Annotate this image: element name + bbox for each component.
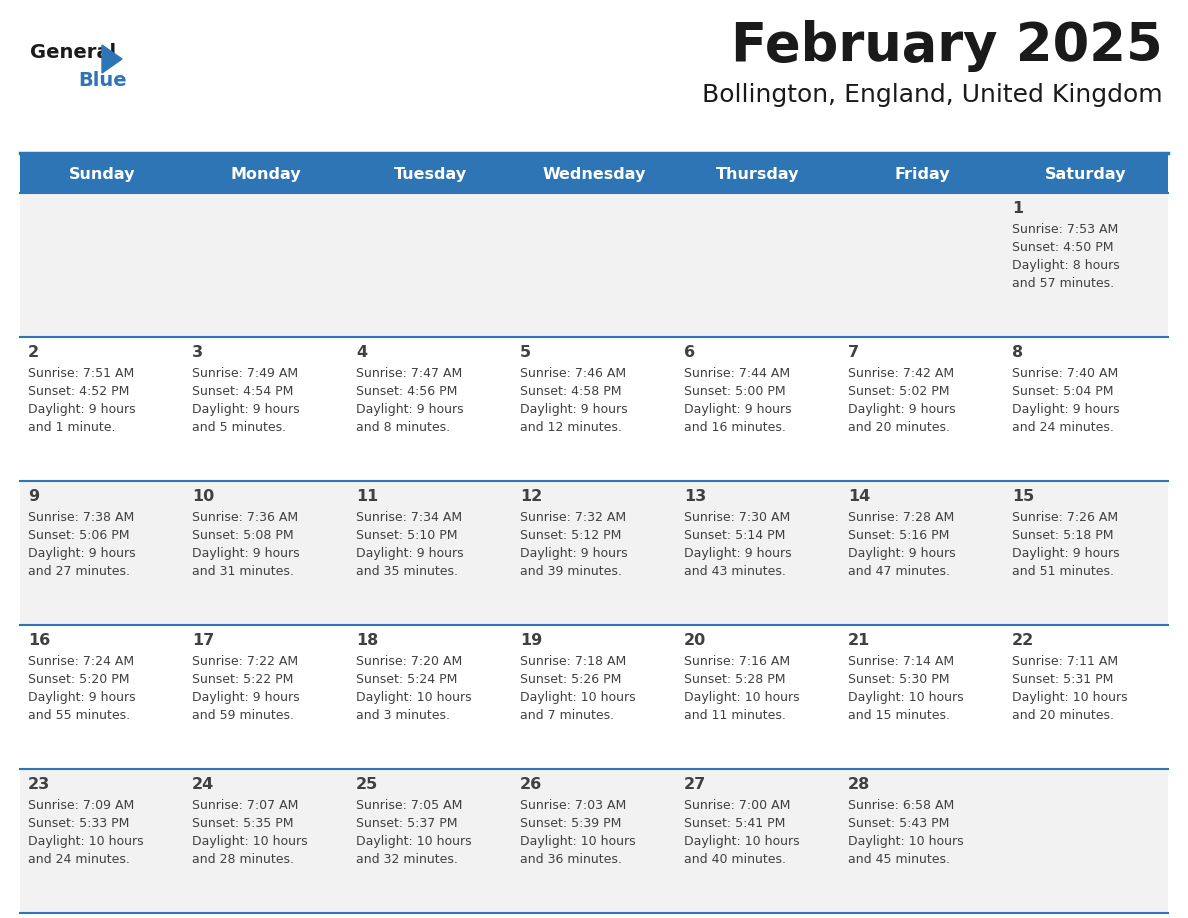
Text: 2: 2 xyxy=(29,345,39,360)
Text: 18: 18 xyxy=(356,633,378,648)
Text: Sunrise: 7:36 AM
Sunset: 5:08 PM
Daylight: 9 hours
and 31 minutes.: Sunrise: 7:36 AM Sunset: 5:08 PM Dayligh… xyxy=(192,511,299,578)
Text: 1: 1 xyxy=(1012,201,1023,216)
Text: Sunrise: 7:16 AM
Sunset: 5:28 PM
Daylight: 10 hours
and 11 minutes.: Sunrise: 7:16 AM Sunset: 5:28 PM Dayligh… xyxy=(684,655,800,722)
Text: 21: 21 xyxy=(848,633,871,648)
Text: 16: 16 xyxy=(29,633,50,648)
Text: February 2025: February 2025 xyxy=(732,20,1163,72)
Text: Sunrise: 7:24 AM
Sunset: 5:20 PM
Daylight: 9 hours
and 55 minutes.: Sunrise: 7:24 AM Sunset: 5:20 PM Dayligh… xyxy=(29,655,135,722)
Text: 13: 13 xyxy=(684,489,706,504)
Text: Sunrise: 7:38 AM
Sunset: 5:06 PM
Daylight: 9 hours
and 27 minutes.: Sunrise: 7:38 AM Sunset: 5:06 PM Dayligh… xyxy=(29,511,135,578)
Text: 17: 17 xyxy=(192,633,214,648)
Text: 3: 3 xyxy=(192,345,203,360)
Bar xyxy=(20,337,1168,481)
Text: Sunrise: 7:44 AM
Sunset: 5:00 PM
Daylight: 9 hours
and 16 minutes.: Sunrise: 7:44 AM Sunset: 5:00 PM Dayligh… xyxy=(684,367,791,434)
Text: Wednesday: Wednesday xyxy=(542,166,646,182)
Bar xyxy=(20,193,1168,337)
Text: Sunrise: 7:49 AM
Sunset: 4:54 PM
Daylight: 9 hours
and 5 minutes.: Sunrise: 7:49 AM Sunset: 4:54 PM Dayligh… xyxy=(192,367,299,434)
Text: 4: 4 xyxy=(356,345,367,360)
Text: Sunrise: 7:46 AM
Sunset: 4:58 PM
Daylight: 9 hours
and 12 minutes.: Sunrise: 7:46 AM Sunset: 4:58 PM Dayligh… xyxy=(520,367,627,434)
Text: Sunrise: 7:05 AM
Sunset: 5:37 PM
Daylight: 10 hours
and 32 minutes.: Sunrise: 7:05 AM Sunset: 5:37 PM Dayligh… xyxy=(356,799,472,866)
Text: Sunrise: 7:11 AM
Sunset: 5:31 PM
Daylight: 10 hours
and 20 minutes.: Sunrise: 7:11 AM Sunset: 5:31 PM Dayligh… xyxy=(1012,655,1127,722)
Text: Sunrise: 7:42 AM
Sunset: 5:02 PM
Daylight: 9 hours
and 20 minutes.: Sunrise: 7:42 AM Sunset: 5:02 PM Dayligh… xyxy=(848,367,955,434)
Text: Sunrise: 7:34 AM
Sunset: 5:10 PM
Daylight: 9 hours
and 35 minutes.: Sunrise: 7:34 AM Sunset: 5:10 PM Dayligh… xyxy=(356,511,463,578)
Text: 23: 23 xyxy=(29,777,50,792)
Text: Sunrise: 7:51 AM
Sunset: 4:52 PM
Daylight: 9 hours
and 1 minute.: Sunrise: 7:51 AM Sunset: 4:52 PM Dayligh… xyxy=(29,367,135,434)
Text: 19: 19 xyxy=(520,633,542,648)
Text: 14: 14 xyxy=(848,489,871,504)
Text: General: General xyxy=(30,43,116,62)
Text: 7: 7 xyxy=(848,345,859,360)
Bar xyxy=(20,625,1168,769)
Text: 12: 12 xyxy=(520,489,542,504)
Text: Sunrise: 7:32 AM
Sunset: 5:12 PM
Daylight: 9 hours
and 39 minutes.: Sunrise: 7:32 AM Sunset: 5:12 PM Dayligh… xyxy=(520,511,627,578)
Text: Sunrise: 7:14 AM
Sunset: 5:30 PM
Daylight: 10 hours
and 15 minutes.: Sunrise: 7:14 AM Sunset: 5:30 PM Dayligh… xyxy=(848,655,963,722)
Text: Thursday: Thursday xyxy=(716,166,800,182)
Text: 11: 11 xyxy=(356,489,378,504)
Text: Sunrise: 7:53 AM
Sunset: 4:50 PM
Daylight: 8 hours
and 57 minutes.: Sunrise: 7:53 AM Sunset: 4:50 PM Dayligh… xyxy=(1012,223,1120,290)
Text: 28: 28 xyxy=(848,777,871,792)
Text: Sunrise: 7:18 AM
Sunset: 5:26 PM
Daylight: 10 hours
and 7 minutes.: Sunrise: 7:18 AM Sunset: 5:26 PM Dayligh… xyxy=(520,655,636,722)
Text: Sunrise: 7:03 AM
Sunset: 5:39 PM
Daylight: 10 hours
and 36 minutes.: Sunrise: 7:03 AM Sunset: 5:39 PM Dayligh… xyxy=(520,799,636,866)
Text: Blue: Blue xyxy=(78,71,127,90)
Text: Monday: Monday xyxy=(230,166,302,182)
Text: 8: 8 xyxy=(1012,345,1023,360)
Text: Sunrise: 7:30 AM
Sunset: 5:14 PM
Daylight: 9 hours
and 43 minutes.: Sunrise: 7:30 AM Sunset: 5:14 PM Dayligh… xyxy=(684,511,791,578)
Text: Sunrise: 7:26 AM
Sunset: 5:18 PM
Daylight: 9 hours
and 51 minutes.: Sunrise: 7:26 AM Sunset: 5:18 PM Dayligh… xyxy=(1012,511,1119,578)
Text: Sunrise: 6:58 AM
Sunset: 5:43 PM
Daylight: 10 hours
and 45 minutes.: Sunrise: 6:58 AM Sunset: 5:43 PM Dayligh… xyxy=(848,799,963,866)
Text: 26: 26 xyxy=(520,777,542,792)
Text: 10: 10 xyxy=(192,489,214,504)
Bar xyxy=(20,155,1168,193)
Bar xyxy=(20,769,1168,913)
Text: Sunrise: 7:00 AM
Sunset: 5:41 PM
Daylight: 10 hours
and 40 minutes.: Sunrise: 7:00 AM Sunset: 5:41 PM Dayligh… xyxy=(684,799,800,866)
Text: 24: 24 xyxy=(192,777,214,792)
Text: Bollington, England, United Kingdom: Bollington, England, United Kingdom xyxy=(702,83,1163,107)
Text: Sunrise: 7:47 AM
Sunset: 4:56 PM
Daylight: 9 hours
and 8 minutes.: Sunrise: 7:47 AM Sunset: 4:56 PM Dayligh… xyxy=(356,367,463,434)
Text: Sunrise: 7:22 AM
Sunset: 5:22 PM
Daylight: 9 hours
and 59 minutes.: Sunrise: 7:22 AM Sunset: 5:22 PM Dayligh… xyxy=(192,655,299,722)
Text: 6: 6 xyxy=(684,345,695,360)
Text: Sunrise: 7:40 AM
Sunset: 5:04 PM
Daylight: 9 hours
and 24 minutes.: Sunrise: 7:40 AM Sunset: 5:04 PM Dayligh… xyxy=(1012,367,1119,434)
Text: Tuesday: Tuesday xyxy=(393,166,467,182)
Text: 20: 20 xyxy=(684,633,706,648)
Text: Sunday: Sunday xyxy=(69,166,135,182)
Text: 15: 15 xyxy=(1012,489,1035,504)
Text: 25: 25 xyxy=(356,777,378,792)
Text: Sunrise: 7:28 AM
Sunset: 5:16 PM
Daylight: 9 hours
and 47 minutes.: Sunrise: 7:28 AM Sunset: 5:16 PM Dayligh… xyxy=(848,511,955,578)
Polygon shape xyxy=(102,45,122,73)
Text: Sunrise: 7:07 AM
Sunset: 5:35 PM
Daylight: 10 hours
and 28 minutes.: Sunrise: 7:07 AM Sunset: 5:35 PM Dayligh… xyxy=(192,799,308,866)
Text: Friday: Friday xyxy=(895,166,950,182)
Text: 5: 5 xyxy=(520,345,531,360)
Text: Saturday: Saturday xyxy=(1045,166,1126,182)
Text: 9: 9 xyxy=(29,489,39,504)
Text: 27: 27 xyxy=(684,777,706,792)
Text: Sunrise: 7:09 AM
Sunset: 5:33 PM
Daylight: 10 hours
and 24 minutes.: Sunrise: 7:09 AM Sunset: 5:33 PM Dayligh… xyxy=(29,799,144,866)
Text: 22: 22 xyxy=(1012,633,1035,648)
Text: Sunrise: 7:20 AM
Sunset: 5:24 PM
Daylight: 10 hours
and 3 minutes.: Sunrise: 7:20 AM Sunset: 5:24 PM Dayligh… xyxy=(356,655,472,722)
Bar xyxy=(20,481,1168,625)
